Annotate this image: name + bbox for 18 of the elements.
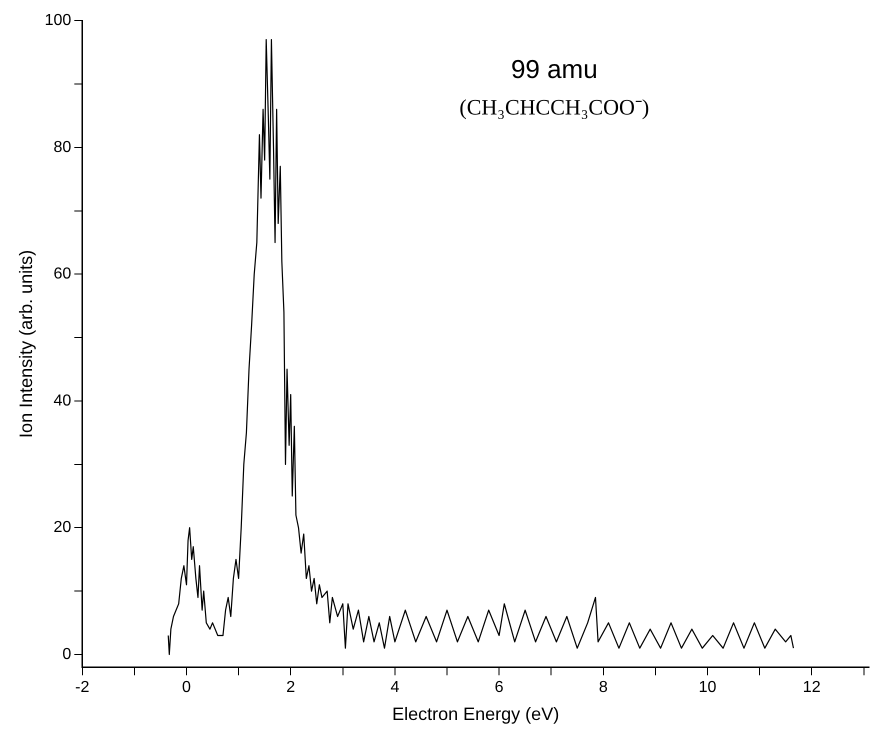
y-axis-title: Ion Intensity (arb. units) — [16, 250, 36, 438]
x-axis-title: Electron Energy (eV) — [392, 704, 560, 724]
y-tick-label: 60 — [54, 266, 72, 283]
x-tick-label: 4 — [390, 679, 400, 696]
x-tick-label: 12 — [802, 679, 821, 696]
y-tick-label: 40 — [54, 392, 72, 410]
annotation: 99 amu — [510, 54, 598, 84]
x-tick-label: -2 — [75, 679, 90, 696]
x-tick-label: 10 — [698, 679, 716, 696]
y-tick-label: 0 — [62, 646, 72, 663]
x-tick-label: 2 — [286, 679, 296, 696]
x-tick-label: 6 — [494, 679, 504, 696]
y-tick-label: 20 — [54, 519, 72, 536]
x-tick-label: 8 — [598, 679, 608, 696]
x-tick-label: 0 — [182, 679, 192, 696]
y-tick-label: 100 — [44, 12, 72, 30]
annotation: (CH₃CHCCH₃COO⁻) — [459, 94, 650, 120]
y-tick-label: 80 — [54, 138, 72, 156]
